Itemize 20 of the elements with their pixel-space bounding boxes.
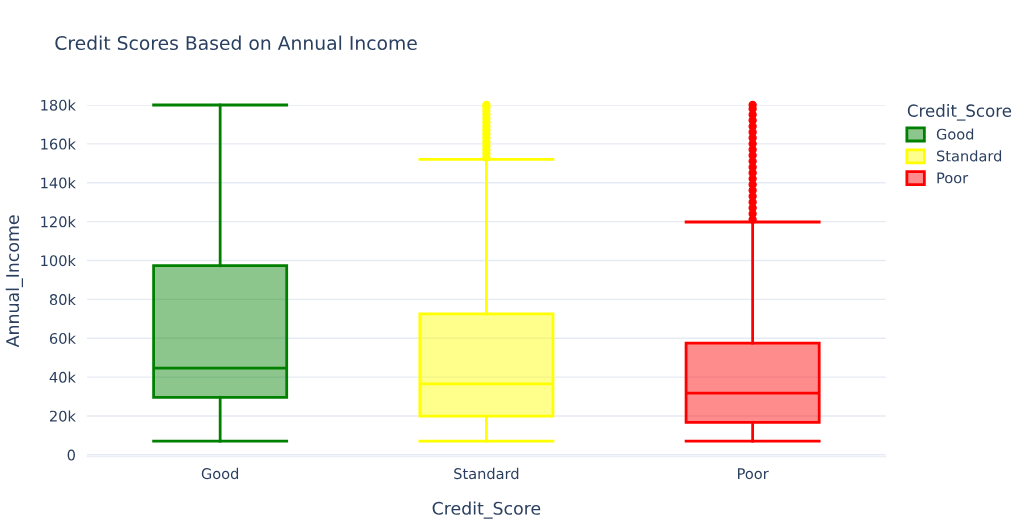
y-tick-label: 160k [41, 138, 76, 150]
y-tick-label: 80k [49, 293, 76, 306]
y-tick-label: 60k [49, 332, 76, 344]
x-axis-title: Credit_Score [432, 501, 541, 519]
y-tick-label: 0 [67, 449, 75, 461]
y-tick-label: 100k [41, 254, 76, 267]
legend-label: Poor [937, 172, 969, 184]
chart-title: Credit Scores Based on Annual Income [55, 35, 417, 51]
y-tick-label: 40k [49, 371, 76, 383]
x-tick-label: Poor [738, 468, 769, 480]
legend-label: Standard [937, 150, 1002, 162]
legend-title: Credit_Score [907, 104, 1012, 121]
y-tick-label: 20k [50, 410, 76, 422]
y-axis-title: Annual_Income [5, 215, 23, 348]
x-tick-label: Good [201, 467, 239, 480]
x-tick-label: Standard [454, 467, 519, 480]
legend-label: Good [936, 128, 974, 140]
y-tick-label: 140k [41, 177, 76, 189]
y-tick-label: 180k [41, 99, 76, 111]
y-tick-label: 120k [41, 216, 76, 228]
